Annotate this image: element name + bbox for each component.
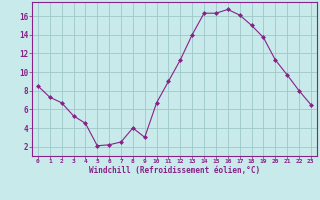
X-axis label: Windchill (Refroidissement éolien,°C): Windchill (Refroidissement éolien,°C) bbox=[89, 166, 260, 175]
